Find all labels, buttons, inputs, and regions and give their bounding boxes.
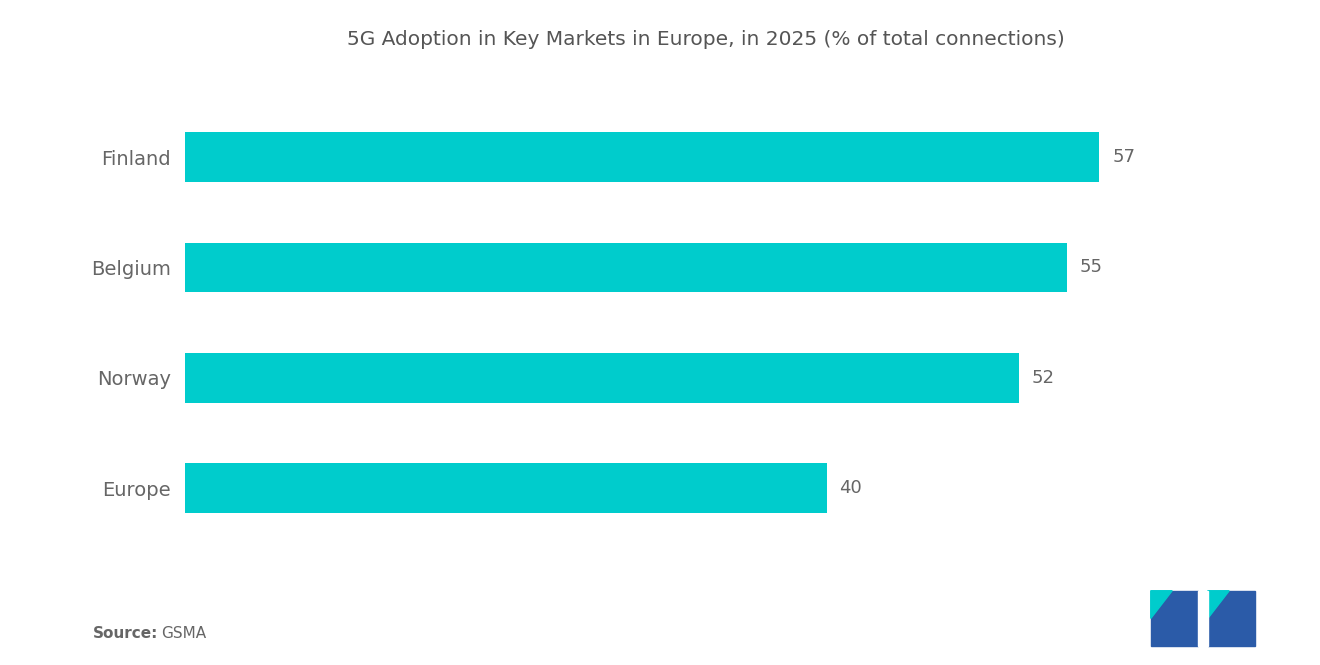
Bar <box>185 353 1019 402</box>
Bar <box>185 132 1100 182</box>
Bar <box>1208 591 1255 646</box>
Bar <box>185 464 826 513</box>
Text: 55: 55 <box>1080 259 1104 277</box>
Text: 57: 57 <box>1111 148 1135 166</box>
Bar <box>1151 591 1199 646</box>
Title: 5G Adoption in Key Markets in Europe, in 2025 (% of total connections): 5G Adoption in Key Markets in Europe, in… <box>347 30 1065 49</box>
Polygon shape <box>1151 591 1172 618</box>
Text: Source:: Source: <box>92 626 158 642</box>
Text: 52: 52 <box>1032 368 1055 386</box>
Bar <box>1199 591 1208 646</box>
Bar <box>185 243 1067 292</box>
Polygon shape <box>1208 591 1229 618</box>
Text: GSMA: GSMA <box>161 626 206 642</box>
Text: 40: 40 <box>840 479 862 497</box>
